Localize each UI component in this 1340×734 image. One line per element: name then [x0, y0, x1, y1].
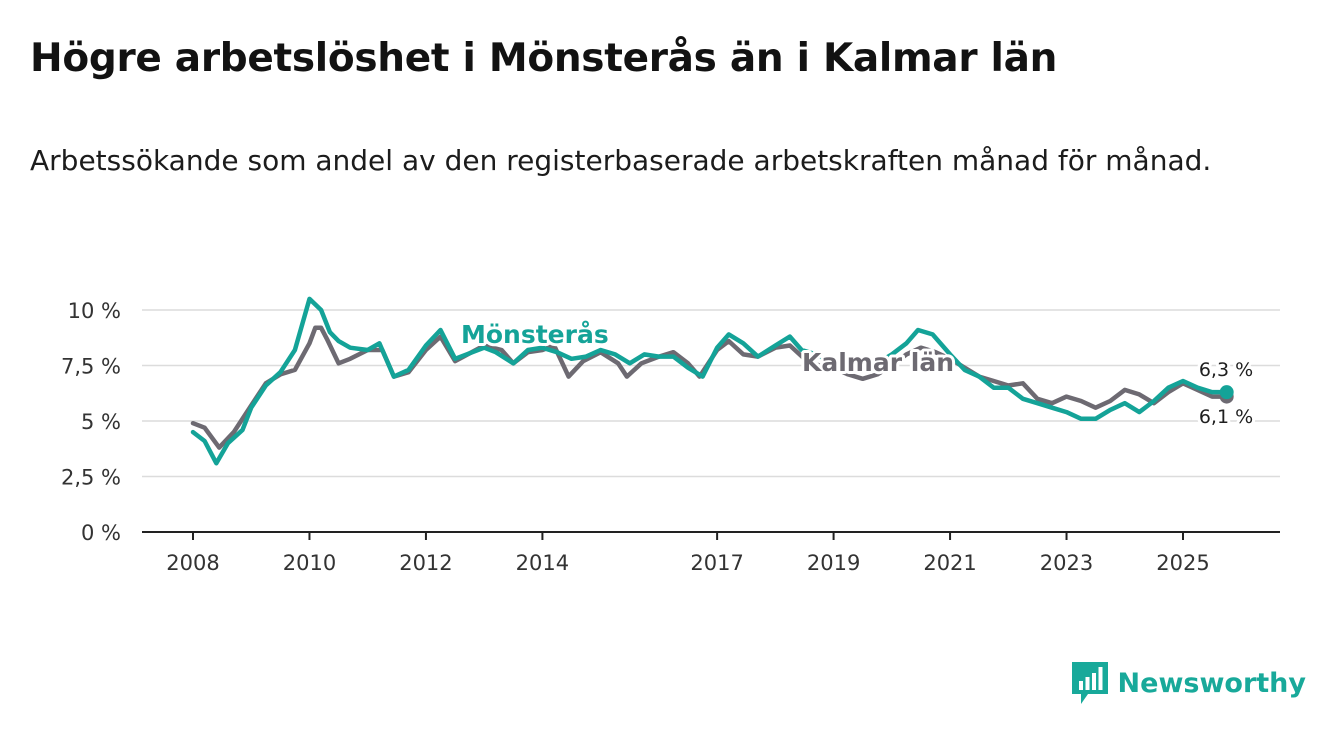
x-tick-label: 2025	[1156, 551, 1209, 575]
y-tick-label: 7,5 %	[61, 355, 121, 379]
x-tick-label: 2019	[807, 551, 860, 575]
y-tick-label: 10 %	[68, 299, 121, 323]
end-value-label-kalmar: 6,1 %	[1199, 406, 1253, 428]
newsworthy-icon	[1071, 662, 1108, 704]
y-tick-label: 2,5 %	[61, 466, 121, 490]
series-labels: Mönsterås Kalmar län 6,3 % 6,1 %	[458, 317, 1256, 431]
x-tick-label: 2010	[283, 551, 336, 575]
brand-name: Newsworthy	[1117, 667, 1306, 699]
newsworthy-logo: Newsworthy	[1071, 662, 1306, 704]
series-line-monsteras	[190, 296, 1229, 466]
x-tick-label: 2012	[399, 551, 452, 575]
y-tick-label: 5 %	[81, 410, 121, 434]
series-lines	[190, 296, 1234, 466]
end-marker-monsteras	[1219, 385, 1234, 400]
chart-title: Högre arbetslöshet i Mönsterås än i Kalm…	[30, 36, 1058, 81]
x-tick-label: 2023	[1040, 551, 1093, 575]
series-label-monsteras: Mönsterås	[461, 320, 609, 349]
y-axis-tick-labels: 0 % 2,5 % 5 % 7,5 % 10 %	[61, 299, 121, 545]
x-tick-label: 2008	[166, 551, 219, 575]
series-label-kalmar: Kalmar län	[802, 348, 954, 377]
x-tick-label: 2014	[516, 551, 569, 575]
x-tick-label: 2021	[923, 551, 976, 575]
x-tick-label: 2017	[690, 551, 743, 575]
end-value-label-monsteras: 6,3 %	[1199, 359, 1253, 381]
y-tick-label: 0 %	[81, 521, 121, 545]
chart-subtitle: Arbetssökande som andel av den registerb…	[30, 144, 1212, 177]
x-axis-ticks: 2008 2010 2012 2014 2017 2019 2021 2023 2025	[166, 532, 1210, 575]
